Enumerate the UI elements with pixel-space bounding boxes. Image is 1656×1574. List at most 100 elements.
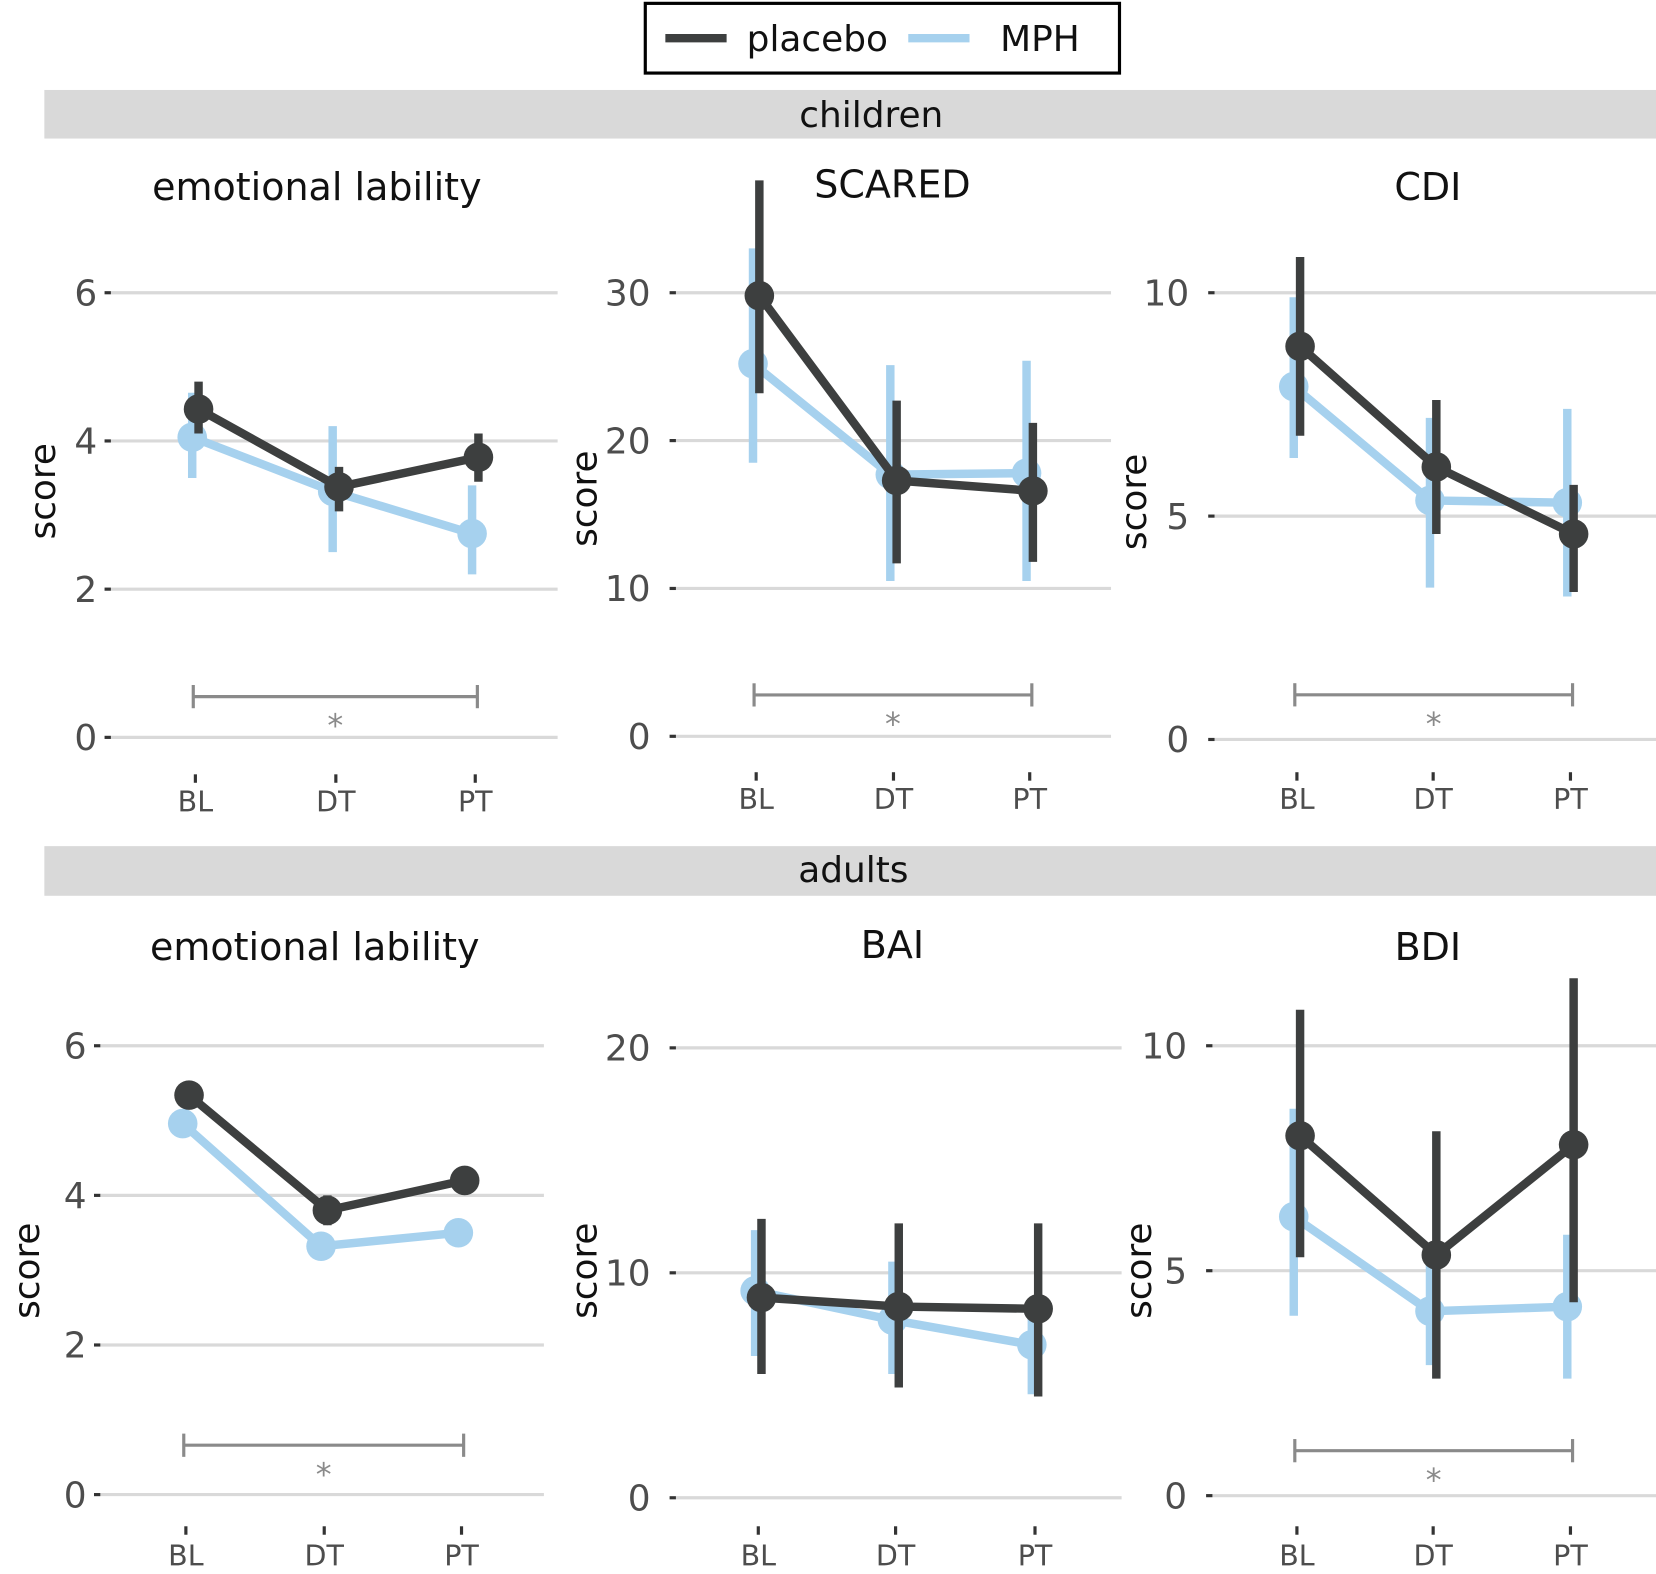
x-tick-label-BL: BL [178,785,214,818]
data-point-PT [457,518,487,549]
x-tick-label-BL: BL [741,1539,777,1572]
y-tick-label: 10 [1141,1026,1187,1067]
panel-children-1: SCARED score 0 10 20 30 BL DT PT * [565,163,1112,816]
y-tick-label: 4 [64,1176,87,1217]
x-tick-label-DT: DT [874,783,914,816]
legend: placebo MPH [643,1,1122,75]
x-tick-label-PT: PT [1018,1539,1053,1572]
significance-bracket: * [752,683,1034,743]
panel-children-2: CDI score 0 5 10 BL DT PT * [1114,165,1656,816]
series-placebo [174,1080,480,1226]
y-tick-label: 0 [628,717,651,758]
panel-title: emotional lability [150,925,480,969]
data-point-PT [1558,1129,1589,1160]
series-placebo [183,381,494,512]
x-tick-label-PT: PT [458,785,493,818]
x-tick-label-DT: DT [305,1539,345,1572]
series-placebo [746,1218,1053,1397]
x-tick-label-DT: DT [1413,1539,1453,1572]
data-point-DT [324,472,354,502]
strip-background [44,846,1656,896]
data-point-PT [1023,1294,1053,1324]
y-tick-label: 5 [1164,1251,1187,1292]
y-tick-label: 20 [605,1029,651,1070]
significance-bracket: * [1293,683,1575,743]
series-mph [1278,297,1583,597]
y-tick-label: 4 [74,422,97,463]
x-tick-label-BL: BL [738,783,774,816]
panel-title: emotional lability [152,165,482,209]
legend-label-placebo: placebo [747,19,888,60]
strip-adults: adults [44,846,1656,896]
data-point-BL [167,1108,198,1139]
x-tick-label-BL: BL [1279,783,1315,816]
panel-adults-5: BDI score 0 5 10 BL DT PT * [1119,925,1656,1572]
y-axis-label: score [23,443,64,539]
series-placebo [744,180,1048,564]
panel-title: CDI [1394,165,1461,209]
panel-title: BDI [1395,925,1462,969]
data-point-BL [744,280,775,311]
significance-star: * [885,707,901,743]
y-tick-label: 30 [605,273,651,314]
y-tick-label: 10 [1144,273,1190,314]
panel-children-0: emotional lability score 0 2 4 6 BL DT PT * [23,165,558,818]
panel-adults-3: emotional lability score 0 2 4 6 BL DT PT * [7,925,544,1572]
series-mph [167,1108,474,1262]
panel-title: SCARED [814,163,970,207]
y-tick-label: 2 [64,1326,87,1367]
strip-children: children [44,89,1656,139]
series-placebo [1285,978,1589,1379]
x-tick-label-PT: PT [444,1539,479,1572]
y-axis-label: score [7,1222,48,1318]
strip-label-adults: adults [798,850,908,891]
y-tick-label: 0 [1166,720,1189,761]
data-point-PT [449,1165,480,1196]
x-tick-label-DT: DT [876,1539,916,1572]
x-tick-label-BL: BL [168,1539,204,1572]
y-tick-label: 10 [605,1253,651,1294]
significance-bracket: * [191,684,479,745]
x-tick-label-PT: PT [1012,783,1047,816]
data-point-PT [1558,519,1589,549]
strip-background [44,89,1656,139]
x-tick-label-PT: PT [1553,1539,1588,1572]
significance-star: * [1426,1463,1442,1499]
data-point-PT [463,442,494,473]
data-point-BL [1285,1120,1315,1151]
x-tick-label-PT: PT [1553,783,1588,816]
series-line-placebo [186,1091,466,1215]
data-point-DT [883,1291,914,1322]
y-axis-label: score [565,450,606,546]
significance-bracket: * [1293,1439,1575,1499]
data-point-PT [1018,476,1048,506]
data-point-DT [312,1195,343,1226]
significance-star: * [1426,707,1442,743]
y-tick-label: 0 [64,1475,87,1516]
x-tick-label-BL: BL [1279,1539,1315,1572]
y-tick-label: 0 [1164,1476,1187,1517]
panel-adults-4: BAI score 0 10 20 BL DT PT [565,923,1122,1572]
y-tick-label: 0 [74,718,97,759]
data-point-PT [443,1217,474,1248]
strip-label-children: children [799,95,943,136]
series-placebo [1285,256,1589,593]
y-tick-label: 5 [1166,497,1189,538]
y-tick-label: 0 [628,1478,651,1519]
x-tick-label-DT: DT [316,785,356,818]
y-axis-label: score [1114,454,1155,550]
y-axis-label: score [1119,1222,1160,1318]
y-tick-label: 6 [74,273,97,314]
y-tick-label: 6 [64,1026,87,1067]
data-point-DT [1421,452,1452,482]
x-tick-label-DT: DT [1413,783,1453,816]
significance-star: * [327,709,343,745]
y-axis-label: score [565,1222,606,1318]
legend-label-mph: MPH [1000,19,1080,60]
data-point-BL [183,394,214,424]
panel-title: BAI [861,923,924,967]
y-tick-label: 20 [605,421,651,462]
data-point-BL [1285,331,1315,362]
